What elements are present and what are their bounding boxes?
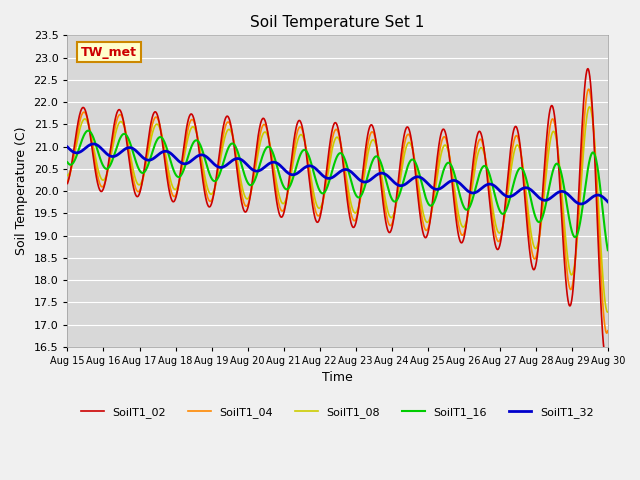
Legend: SoilT1_02, SoilT1_04, SoilT1_08, SoilT1_16, SoilT1_32: SoilT1_02, SoilT1_04, SoilT1_08, SoilT1_… xyxy=(77,402,598,422)
Y-axis label: Soil Temperature (C): Soil Temperature (C) xyxy=(15,127,28,255)
Title: Soil Temperature Set 1: Soil Temperature Set 1 xyxy=(250,15,425,30)
X-axis label: Time: Time xyxy=(323,372,353,384)
Text: TW_met: TW_met xyxy=(81,46,137,59)
